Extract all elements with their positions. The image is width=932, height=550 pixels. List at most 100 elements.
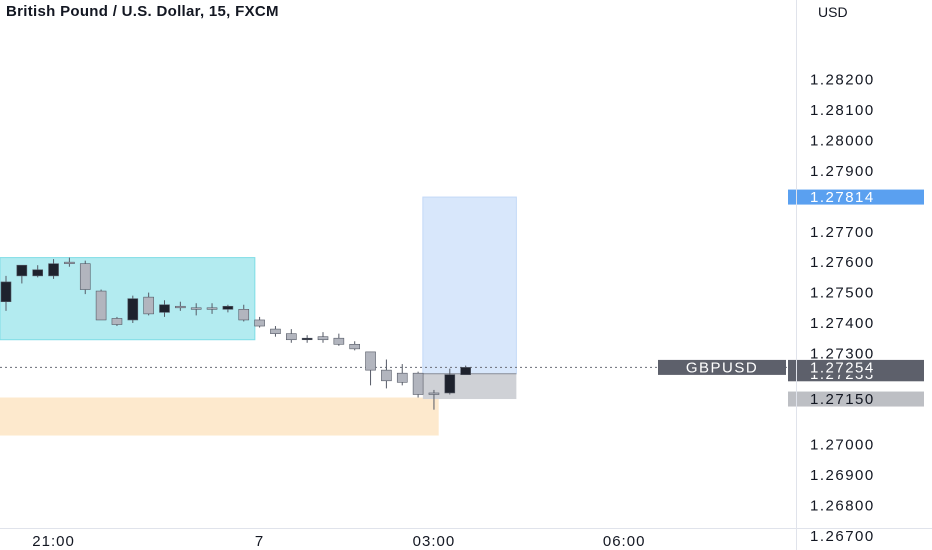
candle[interactable] [396, 364, 408, 386]
candle[interactable] [349, 341, 361, 351]
candle-body [79, 263, 91, 290]
price-tick-label: 1.28200 [810, 72, 875, 89]
candle[interactable] [16, 264, 28, 284]
candle-body [428, 392, 440, 395]
candle-body [254, 319, 265, 327]
stop-price-label-bg [788, 391, 924, 407]
price-axis[interactable]: 1.28200 1.28100 1.28000 1.27900 1.27700 1.276… [810, 72, 875, 545]
candle[interactable] [301, 335, 313, 343]
price-tick-label: 1.27600 [810, 254, 875, 271]
zones-layer [0, 257, 439, 436]
candle[interactable] [460, 365, 471, 376]
candle-body [222, 305, 234, 310]
target-price-label-bg [788, 189, 924, 205]
candle[interactable] [48, 259, 59, 279]
price-tick-label: 1.26700 [810, 528, 875, 545]
price-tick-label: 1.27000 [810, 437, 875, 454]
candle[interactable] [254, 316, 265, 328]
candle-body [381, 369, 392, 382]
candle[interactable] [222, 304, 234, 313]
candle-body [159, 304, 170, 313]
candle-body [0, 281, 12, 303]
candle[interactable] [0, 275, 12, 311]
candle-body [206, 307, 218, 310]
candle[interactable] [190, 303, 202, 316]
candle[interactable] [238, 304, 250, 322]
candle[interactable] [333, 333, 345, 346]
last-price-label-text: 1.27254 [810, 359, 875, 376]
time-axis-divider [0, 528, 932, 529]
candle[interactable] [175, 301, 186, 311]
price-tick-label: 1.28100 [810, 102, 875, 119]
candle[interactable] [206, 303, 218, 314]
time-axis[interactable]: 21:00 7 03:00 06:00 [32, 533, 645, 550]
candle[interactable] [444, 368, 456, 395]
candle-body [270, 328, 281, 334]
time-tick-label: 06:00 [603, 533, 646, 550]
candle[interactable] [270, 326, 281, 337]
candle-body [16, 264, 28, 277]
symbol-tag-text: GBPUSD [686, 359, 758, 376]
candle-body [412, 372, 424, 395]
time-tick-label: 21:00 [32, 533, 75, 550]
candle[interactable] [79, 260, 91, 295]
candle[interactable] [412, 371, 424, 398]
candle[interactable] [159, 300, 170, 317]
candle[interactable] [64, 257, 75, 267]
price-tick-label: 1.27300 [810, 345, 875, 362]
position-layer [422, 196, 517, 400]
candle-body [365, 351, 376, 371]
last-price-label[interactable]: 1.27254 [788, 359, 924, 376]
candle-body [238, 309, 250, 321]
candle-body [127, 298, 139, 321]
stop-price-label-text: 1.27150 [810, 391, 875, 408]
price-tick-label: 1.27900 [810, 163, 875, 180]
candle-body [349, 343, 361, 350]
last-price-label-bg [788, 359, 924, 375]
price-tick-label: 1.26900 [810, 467, 875, 484]
currency-label[interactable]: USD [818, 4, 848, 20]
candle[interactable] [95, 289, 107, 321]
price-tick-label: 1.28000 [810, 133, 875, 150]
candle-body [396, 372, 408, 383]
candle[interactable] [428, 389, 440, 410]
target-price-label[interactable]: 1.27814 [788, 189, 924, 206]
stop-price-label[interactable]: 1.27150 [788, 391, 924, 408]
price-tick-label: 1.27700 [810, 224, 875, 241]
candle-body [460, 367, 471, 376]
target-zone-box[interactable] [422, 196, 517, 375]
price-tick-label: 1.26800 [810, 498, 875, 515]
price-tick-label: 1.27500 [810, 285, 875, 302]
candle[interactable] [381, 359, 392, 389]
support-zone[interactable] [0, 397, 439, 436]
symbol-tag[interactable]: GBPUSD [658, 359, 786, 376]
candle-body [317, 336, 329, 341]
candle[interactable] [127, 295, 139, 323]
target-price-label-text: 1.27814 [810, 189, 875, 206]
candle-body [444, 374, 456, 394]
candle[interactable] [285, 329, 297, 343]
candle-body [143, 296, 154, 315]
price-tick-label: 1.27400 [810, 315, 875, 332]
candle-body [175, 305, 186, 309]
candle[interactable] [143, 292, 154, 316]
candle[interactable] [111, 316, 123, 327]
price-axis-divider [796, 0, 797, 550]
candle[interactable] [365, 351, 376, 386]
candle-body [190, 307, 202, 310]
symbol-tag-bg [658, 359, 786, 375]
chart-title: British Pound / U.S. Dollar, 15, FXCM [6, 3, 279, 20]
candle-body [333, 337, 345, 345]
candle-body [48, 263, 59, 277]
candle[interactable] [32, 265, 44, 278]
candle-body [285, 333, 297, 341]
candle-body [301, 337, 313, 341]
candle-body [111, 318, 123, 325]
candles-layer [0, 257, 471, 410]
candle[interactable] [317, 332, 329, 343]
candle-body [64, 261, 75, 264]
stop-zone-box[interactable] [422, 373, 517, 400]
